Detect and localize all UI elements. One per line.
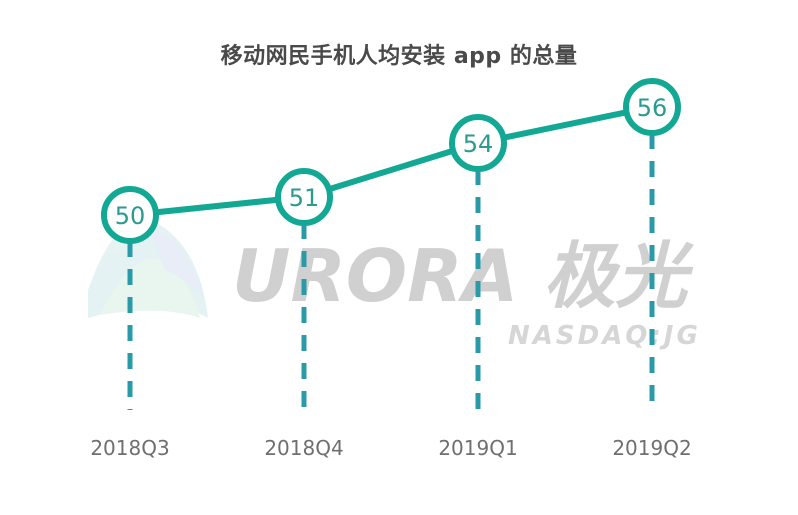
series-line-segment bbox=[477, 104, 653, 146]
x-tick-label-2018Q3: 2018Q3 bbox=[90, 436, 169, 460]
watermark-logo-icon bbox=[88, 219, 208, 318]
x-tick-label-2018Q4: 2018Q4 bbox=[264, 436, 343, 460]
data-point-2018Q3 bbox=[101, 186, 159, 244]
series-line-segment bbox=[303, 140, 479, 200]
x-tick-label-2019Q2: 2019Q2 bbox=[612, 436, 691, 460]
x-axis-labels: 2018Q3 2018Q4 2019Q1 2019Q2 bbox=[90, 436, 691, 460]
series-lines bbox=[129, 104, 653, 218]
data-label-2018Q4: 51 bbox=[289, 184, 320, 212]
x-tick-label-2019Q1: 2019Q1 bbox=[438, 436, 517, 460]
chart-title: 移动网民手机人均安装 app 的总量 bbox=[220, 44, 578, 69]
markers: 50 51 54 56 bbox=[101, 78, 681, 244]
data-point-2019Q1 bbox=[449, 114, 507, 172]
data-point-2018Q4 bbox=[275, 168, 333, 226]
data-label-2019Q2: 56 bbox=[637, 94, 668, 122]
drop-lines bbox=[127, 133, 655, 410]
data-label-2018Q3: 50 bbox=[115, 202, 146, 230]
watermark-sub: NASDAQ:JG bbox=[508, 321, 701, 351]
data-label-2019Q1: 54 bbox=[463, 130, 494, 158]
watermark-brand: URORA 极光 bbox=[232, 234, 694, 318]
series-line-segment bbox=[129, 194, 305, 218]
watermark: URORA 极光 NASDAQ:JG bbox=[88, 219, 701, 351]
data-point-2019Q2 bbox=[623, 78, 681, 136]
